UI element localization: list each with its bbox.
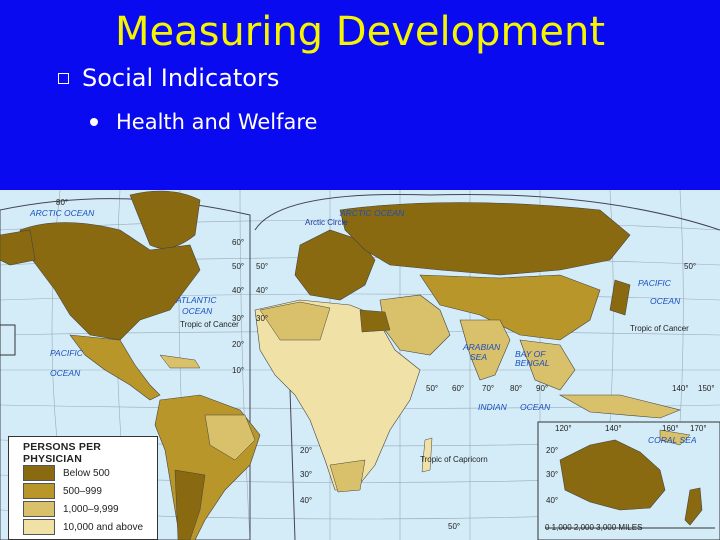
region-russia <box>339 202 631 276</box>
degree-label: 50° <box>232 262 245 271</box>
label-pacific-w-2: OCEAN <box>50 368 81 378</box>
degree-label: 160° <box>662 424 679 433</box>
bullet-level1: Social Indicators <box>58 64 279 92</box>
region-china <box>419 274 601 341</box>
label-indian-ocean-2: OCEAN <box>520 402 551 412</box>
map-legend: PERSONS PER PHYSICIAN Below 500 500–999 … <box>8 436 158 540</box>
legend-item: 10,000 and above <box>23 519 143 535</box>
degree-label: 90° <box>536 384 549 393</box>
label-pacific-e-2: OCEAN <box>650 296 681 306</box>
label-bay-bengal-2: BENGAL <box>515 358 550 368</box>
round-bullet-icon <box>90 118 98 126</box>
label-pacific-w-1: PACIFIC <box>50 348 83 358</box>
region-europe <box>294 229 376 301</box>
label-tropic-cancer-e: Tropic of Cancer <box>630 324 689 333</box>
label-scale-miles: 0 1,000 2,000 3,000 MILES <box>545 523 643 532</box>
degree-label: 10° <box>232 366 245 375</box>
slide-header: Measuring Development Social Indicators … <box>0 0 720 190</box>
label-pacific-e-1: PACIFIC <box>638 278 671 288</box>
label-coral-sea: CORAL SEA <box>648 435 697 445</box>
degree-label: 70° <box>482 384 495 393</box>
degree-label: 20° <box>546 446 559 455</box>
label-bay-bengal-1: BAY OF <box>515 349 546 359</box>
degree-label: 40° <box>546 496 559 505</box>
bullet-level1-text: Social Indicators <box>82 64 280 92</box>
legend-label: 10,000 and above <box>63 521 144 533</box>
degree-label: 50° <box>448 522 461 531</box>
region-argentina <box>174 469 206 540</box>
legend-swatch <box>23 483 55 499</box>
region-caribbean <box>159 354 201 369</box>
region-middle-east <box>379 294 451 356</box>
degree-label: 150° <box>698 384 715 393</box>
degree-label: 60° <box>232 238 245 247</box>
legend-swatch <box>23 465 55 481</box>
degree-label: 30° <box>546 470 559 479</box>
degree-label: 170° <box>690 424 707 433</box>
region-png <box>659 429 691 446</box>
degree-label: 60° <box>452 384 465 393</box>
region-japan <box>609 279 631 316</box>
degree-label: 80° <box>56 198 69 207</box>
hawaii-inset <box>0 324 16 356</box>
gore-split <box>289 389 296 540</box>
label-arctic-ocean-w: ARCTIC OCEAN <box>30 208 95 218</box>
legend-item: 500–999 <box>23 483 102 499</box>
region-indonesia <box>558 394 681 419</box>
region-north-africa <box>259 301 331 341</box>
label-arabian-sea-2: SEA <box>470 352 488 362</box>
region-mexico <box>69 334 161 401</box>
degree-label: 40° <box>232 286 245 295</box>
gore-east <box>254 193 720 231</box>
degree-label: 140° <box>605 424 622 433</box>
legend-label: Below 500 <box>63 467 110 479</box>
legend-title: PERSONS PER PHYSICIAN <box>23 441 102 465</box>
region-alaska <box>0 229 36 266</box>
region-madagascar <box>421 437 433 473</box>
region-libya <box>359 309 391 333</box>
label-indian-ocean-1: INDIAN <box>478 402 507 412</box>
region-australia <box>559 439 666 511</box>
degree-label: 120° <box>555 424 572 433</box>
degree-label: 140° <box>672 384 689 393</box>
legend-item: Below 500 <box>23 465 110 481</box>
region-south-africa <box>329 459 366 493</box>
degree-label: 30° <box>256 314 269 323</box>
degree-label: 50° <box>426 384 439 393</box>
label-atlantic-1: ATLANTIC <box>176 295 217 305</box>
degree-label: 40° <box>256 286 269 295</box>
degree-label: 50° <box>684 262 697 271</box>
region-new-zealand <box>684 487 703 526</box>
region-greenland <box>129 190 201 249</box>
degree-label: 30° <box>232 314 245 323</box>
label-atlantic-2: OCEAN <box>182 306 213 316</box>
legend-swatch <box>23 519 55 535</box>
legend-label: 1,000–9,999 <box>63 503 119 515</box>
region-india <box>459 319 511 381</box>
region-brazil <box>204 414 256 461</box>
degree-label: 40° <box>300 496 313 505</box>
slide-title: Measuring Development <box>114 9 606 55</box>
label-tropic-capricorn: Tropic of Capricorn <box>420 455 488 464</box>
region-se-asia <box>519 339 576 391</box>
bullet-level2-text: Health and Welfare <box>116 110 318 134</box>
degree-label: 20° <box>232 340 245 349</box>
region-north-america <box>19 222 201 341</box>
label-arctic-ocean-e: ARCTIC OCEAN <box>340 208 405 218</box>
legend-label: 500–999 <box>63 485 102 497</box>
degree-label: 80° <box>510 384 523 393</box>
label-tropic-cancer-w: Tropic of Cancer <box>180 320 239 329</box>
degree-label: 20° <box>300 446 313 455</box>
square-bullet-icon <box>58 72 69 84</box>
bullet-level2: Health and Welfare <box>90 110 317 134</box>
legend-swatch <box>23 501 55 517</box>
degree-label: 50° <box>256 262 269 271</box>
legend-item: 1,000–9,999 <box>23 501 119 517</box>
label-arctic-circle: Arctic Circle <box>305 218 348 227</box>
label-arabian-sea-1: ARABIAN <box>463 342 501 352</box>
degree-label: 30° <box>300 470 313 479</box>
